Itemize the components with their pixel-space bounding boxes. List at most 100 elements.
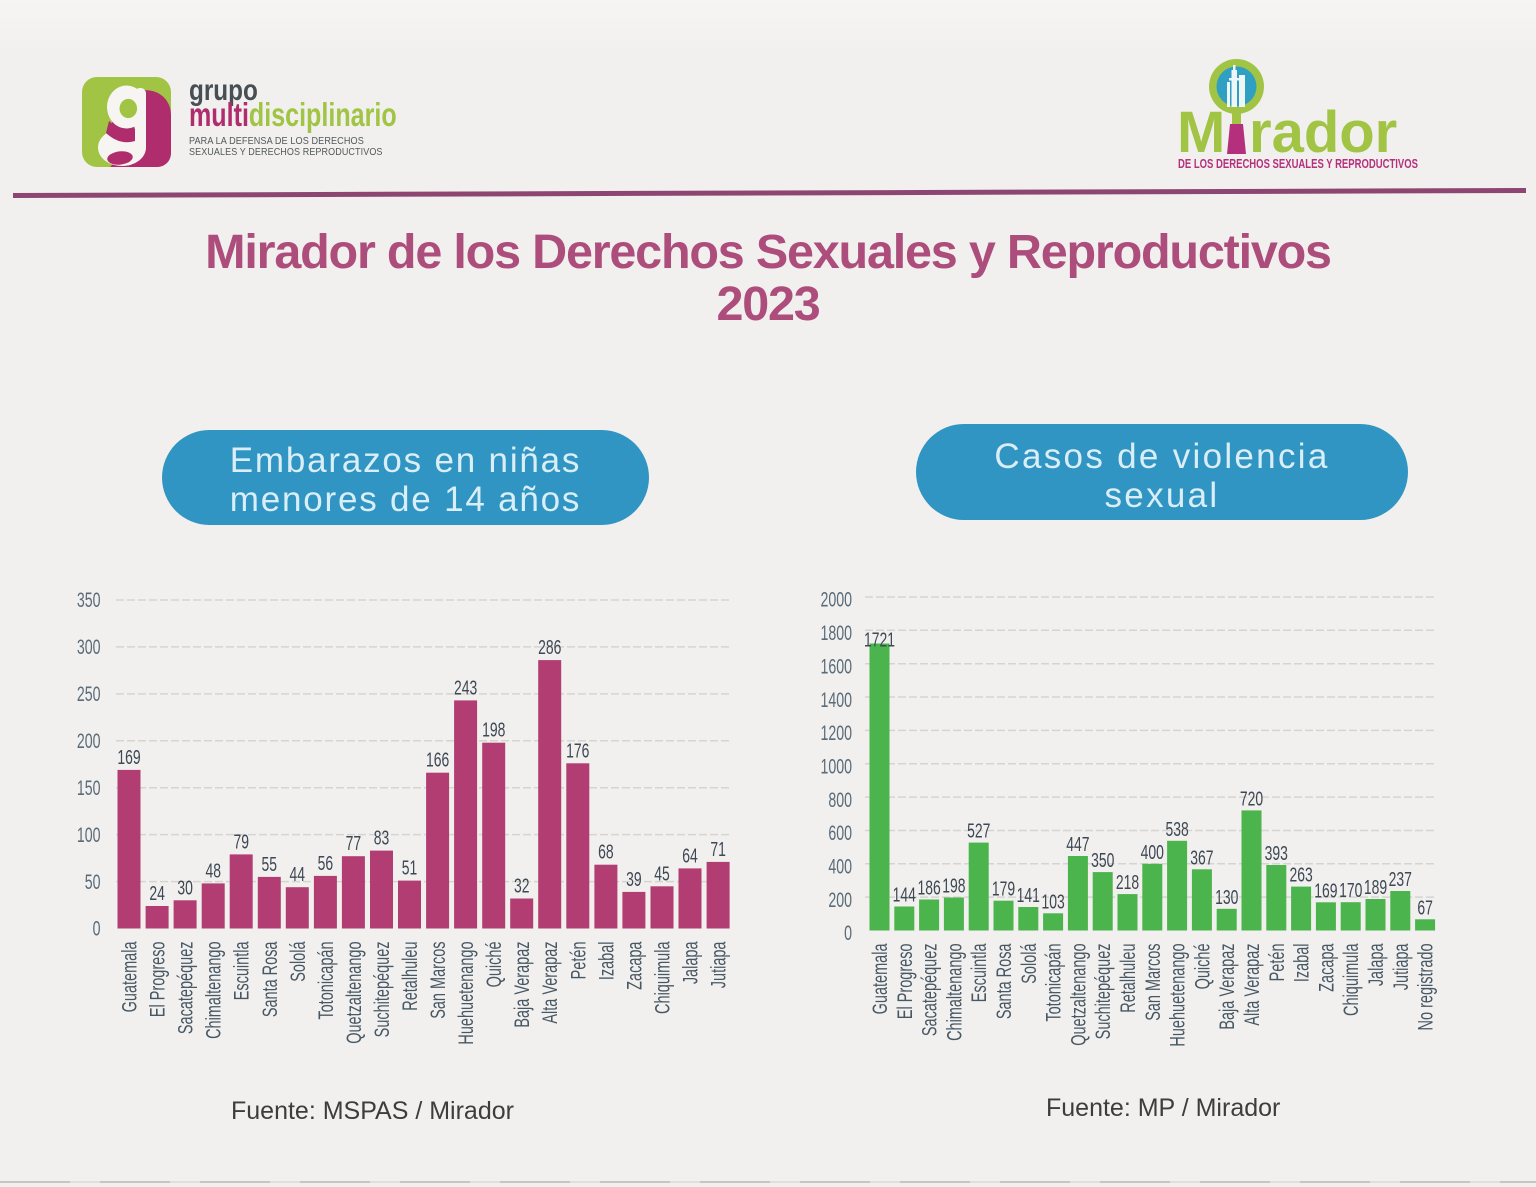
- svg-text:67: 67: [1417, 896, 1432, 919]
- svg-text:243: 243: [454, 676, 477, 699]
- svg-text:San Marcos: San Marcos: [426, 942, 449, 1019]
- svg-text:56: 56: [318, 851, 333, 874]
- svg-text:44: 44: [290, 862, 306, 885]
- svg-text:Chimaltenango: Chimaltenango: [202, 942, 225, 1039]
- svg-text:64: 64: [682, 844, 698, 867]
- svg-text:48: 48: [205, 859, 220, 882]
- svg-text:Zacapa: Zacapa: [623, 941, 646, 990]
- svg-text:Chimaltenango: Chimaltenango: [943, 944, 966, 1041]
- svg-text:286: 286: [538, 635, 561, 658]
- svg-text:71: 71: [710, 837, 725, 860]
- svg-text:2000: 2000: [820, 588, 852, 612]
- svg-text:400: 400: [1141, 840, 1164, 863]
- svg-text:Izabal: Izabal: [595, 942, 618, 981]
- svg-text:447: 447: [1066, 832, 1089, 855]
- svg-text:50: 50: [85, 870, 101, 894]
- svg-text:24: 24: [149, 881, 165, 904]
- svg-text:0: 0: [93, 917, 101, 941]
- svg-text:68: 68: [598, 840, 613, 863]
- svg-text:Totonicapán: Totonicapán: [1042, 944, 1065, 1022]
- svg-text:83: 83: [374, 826, 389, 849]
- svg-text:Petén: Petén: [567, 942, 590, 980]
- svg-text:186: 186: [917, 876, 940, 899]
- svg-text:Sacatepéquez: Sacatepéquez: [918, 944, 941, 1037]
- svg-text:1400: 1400: [820, 688, 852, 712]
- svg-text:Alta Verapaz: Alta Verapaz: [539, 942, 562, 1024]
- svg-text:Petén: Petén: [1265, 944, 1288, 982]
- svg-text:200: 200: [77, 729, 101, 753]
- svg-text:300: 300: [77, 635, 101, 659]
- svg-text:Guatemala: Guatemala: [868, 943, 891, 1015]
- svg-text:El Progreso: El Progreso: [893, 944, 916, 1020]
- svg-text:218: 218: [1116, 870, 1139, 893]
- svg-text:Jalapa: Jalapa: [679, 941, 702, 984]
- svg-text:55: 55: [261, 852, 276, 875]
- svg-text:350: 350: [1091, 848, 1114, 871]
- svg-text:30: 30: [177, 876, 193, 899]
- svg-text:Sololá: Sololá: [1017, 943, 1040, 984]
- svg-text:367: 367: [1190, 846, 1213, 869]
- svg-text:45: 45: [654, 862, 669, 885]
- svg-text:Sacatepéquez: Sacatepéquez: [174, 942, 197, 1035]
- svg-text:Chiquimula: Chiquimula: [1340, 943, 1363, 1016]
- svg-text:Jutiapa: Jutiapa: [1389, 943, 1412, 990]
- svg-text:rador: rador: [1249, 100, 1397, 165]
- svg-text:Escuintla: Escuintla: [230, 941, 253, 1001]
- svg-text:170: 170: [1339, 878, 1362, 901]
- svg-text:51: 51: [402, 856, 417, 879]
- svg-text:1800: 1800: [820, 621, 852, 645]
- svg-text:Quiché: Quiché: [1191, 944, 1214, 990]
- svg-text:1721: 1721: [864, 628, 895, 651]
- svg-text:144: 144: [893, 883, 916, 906]
- svg-text:Quetzaltenango: Quetzaltenango: [1067, 944, 1090, 1046]
- svg-text:189: 189: [1364, 875, 1387, 898]
- svg-text:169: 169: [117, 745, 140, 768]
- svg-text:Totonicapán: Totonicapán: [314, 942, 337, 1020]
- svg-text:Santa Rosa: Santa Rosa: [992, 943, 1015, 1019]
- svg-text:32: 32: [514, 874, 529, 897]
- svg-text:Huehuetenango: Huehuetenango: [1166, 944, 1189, 1047]
- svg-text:DE LOS DERECHOS SEXUALES Y REP: DE LOS DERECHOS SEXUALES Y REPRODUCTIVOS: [1178, 157, 1418, 171]
- svg-text:198: 198: [482, 718, 505, 741]
- svg-text:77: 77: [346, 831, 361, 854]
- svg-text:Jutiapa: Jutiapa: [707, 941, 730, 988]
- svg-text:Izabal: Izabal: [1290, 944, 1313, 983]
- svg-text:800: 800: [828, 788, 852, 812]
- svg-text:166: 166: [426, 748, 449, 771]
- svg-text:1200: 1200: [820, 721, 852, 745]
- svg-text:M: M: [1177, 100, 1225, 165]
- svg-text:720: 720: [1240, 787, 1263, 810]
- svg-text:198: 198: [942, 874, 965, 897]
- svg-text:El Progreso: El Progreso: [146, 942, 169, 1018]
- svg-text:Sololá: Sololá: [286, 941, 309, 982]
- svg-text:Chiquimula: Chiquimula: [651, 941, 674, 1014]
- svg-text:150: 150: [77, 776, 101, 800]
- svg-text:538: 538: [1165, 817, 1188, 840]
- svg-text:Suchitepéquez: Suchitepéquez: [1092, 944, 1115, 1040]
- svg-text:200: 200: [828, 888, 852, 912]
- svg-text:Suchitepéquez: Suchitepéquez: [370, 942, 393, 1038]
- svg-text:79: 79: [233, 830, 248, 853]
- svg-text:393: 393: [1265, 841, 1288, 864]
- svg-text:263: 263: [1289, 863, 1312, 886]
- svg-text:130: 130: [1215, 885, 1238, 908]
- svg-text:1000: 1000: [820, 755, 852, 779]
- svg-text:Escuintla: Escuintla: [968, 943, 991, 1003]
- svg-text:Retalhuleu: Retalhuleu: [1116, 944, 1139, 1013]
- svg-text:179: 179: [992, 877, 1015, 900]
- svg-text:Quiché: Quiché: [483, 942, 506, 988]
- svg-text:1600: 1600: [820, 655, 852, 679]
- svg-text:Huehuetenango: Huehuetenango: [454, 942, 477, 1045]
- svg-text:100: 100: [77, 823, 101, 847]
- svg-text:Quetzaltenango: Quetzaltenango: [342, 942, 365, 1044]
- svg-text:169: 169: [1314, 879, 1337, 902]
- svg-text:237: 237: [1389, 867, 1412, 890]
- svg-text:39: 39: [626, 867, 641, 890]
- svg-text:Baja Verapaz: Baja Verapaz: [511, 942, 534, 1028]
- svg-text:No registrado: No registrado: [1414, 944, 1437, 1031]
- svg-text:Retalhuleu: Retalhuleu: [398, 942, 421, 1011]
- svg-text:San Marcos: San Marcos: [1141, 944, 1164, 1021]
- svg-text:Guatemala: Guatemala: [118, 941, 141, 1013]
- svg-text:Santa Rosa: Santa Rosa: [258, 941, 281, 1017]
- svg-text:0: 0: [844, 921, 852, 945]
